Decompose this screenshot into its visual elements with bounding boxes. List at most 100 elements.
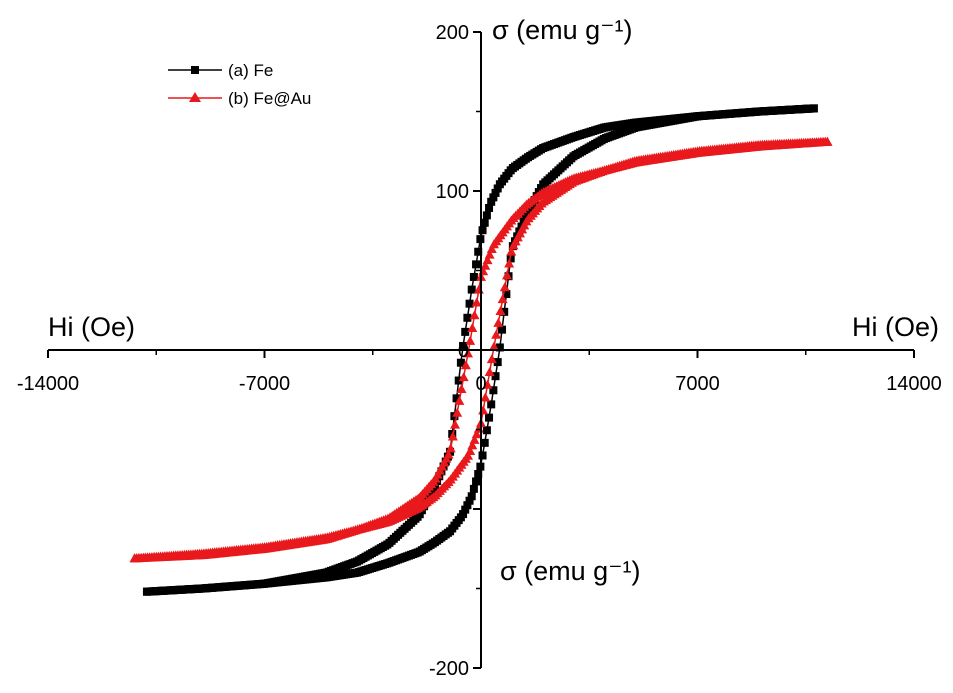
data-point — [465, 335, 476, 345]
x-axis-title-right: Hi (Oe) — [852, 312, 939, 342]
y-axis-ticks: -200 0 100 200 — [429, 22, 481, 680]
data-point — [493, 317, 504, 327]
x-tick-label: 14000 — [886, 373, 942, 395]
data-point — [469, 434, 480, 444]
data-point — [478, 405, 489, 415]
data-point — [499, 282, 510, 292]
data-point — [504, 258, 515, 268]
data-point — [488, 341, 499, 351]
data-point — [500, 307, 509, 316]
y-tick-label: 100 — [436, 181, 469, 203]
data-point — [480, 438, 489, 447]
data-point — [495, 305, 506, 315]
data-point — [485, 413, 494, 422]
data-point — [454, 376, 463, 385]
x-axis-ticks: -14000 -7000 0 7000 14000 — [17, 350, 942, 395]
legend-marker — [189, 92, 201, 102]
y-tick-label: 0 — [458, 340, 469, 362]
x-tick-label: -7000 — [239, 373, 290, 395]
data-point — [480, 218, 489, 227]
x-tick-label: 7000 — [675, 373, 720, 395]
data-point — [443, 449, 454, 459]
data-point — [469, 310, 480, 320]
data-point — [474, 470, 483, 479]
data-point — [447, 431, 458, 441]
data-point — [467, 492, 476, 501]
data-point — [480, 260, 491, 270]
data-point — [809, 104, 818, 113]
data-point — [498, 325, 507, 334]
data-point — [478, 451, 487, 460]
data-point — [452, 394, 461, 403]
data-point — [474, 247, 483, 256]
data-point — [478, 226, 487, 235]
data-point — [456, 358, 465, 367]
data-point — [491, 188, 500, 197]
x-axis-title-left: Hi (Oe) — [48, 312, 135, 342]
data-point — [467, 285, 476, 294]
data-point — [521, 212, 530, 221]
data-point — [463, 348, 474, 358]
data-point — [465, 496, 474, 505]
data-point — [482, 255, 493, 265]
data-point — [484, 249, 495, 259]
data-point — [467, 323, 478, 333]
data-point — [471, 429, 482, 439]
data-point — [487, 400, 496, 409]
data-point — [459, 510, 468, 519]
data-point — [454, 395, 465, 405]
data-point — [469, 272, 478, 281]
data-point — [426, 490, 435, 499]
data-point — [460, 360, 471, 370]
data-point — [415, 510, 424, 519]
series-layer — [129, 104, 833, 596]
legend-label: (b) Fe@Au — [228, 89, 311, 108]
data-point — [482, 211, 491, 220]
data-point — [472, 260, 481, 269]
data-point — [493, 358, 502, 367]
x-tick-label: -14000 — [17, 373, 79, 395]
data-point — [480, 392, 491, 402]
data-point — [822, 136, 833, 146]
data-point — [482, 426, 491, 435]
data-point — [485, 203, 494, 212]
x-tick-label: 0 — [475, 373, 486, 395]
data-point — [489, 386, 498, 395]
series-fe — [142, 104, 818, 596]
data-point — [497, 294, 508, 304]
data-point — [469, 484, 478, 493]
data-point — [484, 366, 495, 376]
y-tick-label: 200 — [436, 22, 469, 44]
data-point — [482, 379, 493, 389]
data-point — [445, 443, 456, 453]
data-point — [459, 341, 468, 350]
data-point — [493, 184, 502, 193]
data-point — [463, 313, 472, 322]
data-point — [452, 407, 463, 417]
data-point — [486, 354, 497, 364]
y-tick-label: -200 — [429, 658, 469, 680]
legend-marker — [191, 66, 199, 74]
data-point — [472, 477, 481, 486]
data-point — [491, 372, 500, 381]
data-point — [524, 208, 533, 217]
data-point — [467, 440, 478, 450]
axis-titles: Hi (Oe) Hi (Oe) σ (emu g⁻¹) σ (emu g⁻¹) — [48, 15, 939, 586]
axes-layer: -14000 -7000 0 7000 14000 -200 0 100 200 — [17, 22, 942, 680]
data-point — [489, 193, 498, 202]
y-axis-title-top: σ (emu g⁻¹) — [492, 15, 632, 45]
data-point — [450, 419, 461, 429]
data-point — [456, 384, 467, 394]
y-axis-title-bottom: σ (emu g⁻¹) — [500, 556, 640, 586]
data-point — [506, 246, 517, 256]
data-point — [502, 290, 511, 299]
data-point — [501, 270, 512, 280]
data-point — [461, 327, 470, 336]
data-point — [471, 297, 482, 307]
data-point — [463, 501, 472, 510]
data-point — [486, 244, 497, 254]
data-point — [491, 329, 502, 339]
data-point — [463, 450, 474, 460]
series-fe-au — [129, 136, 833, 563]
